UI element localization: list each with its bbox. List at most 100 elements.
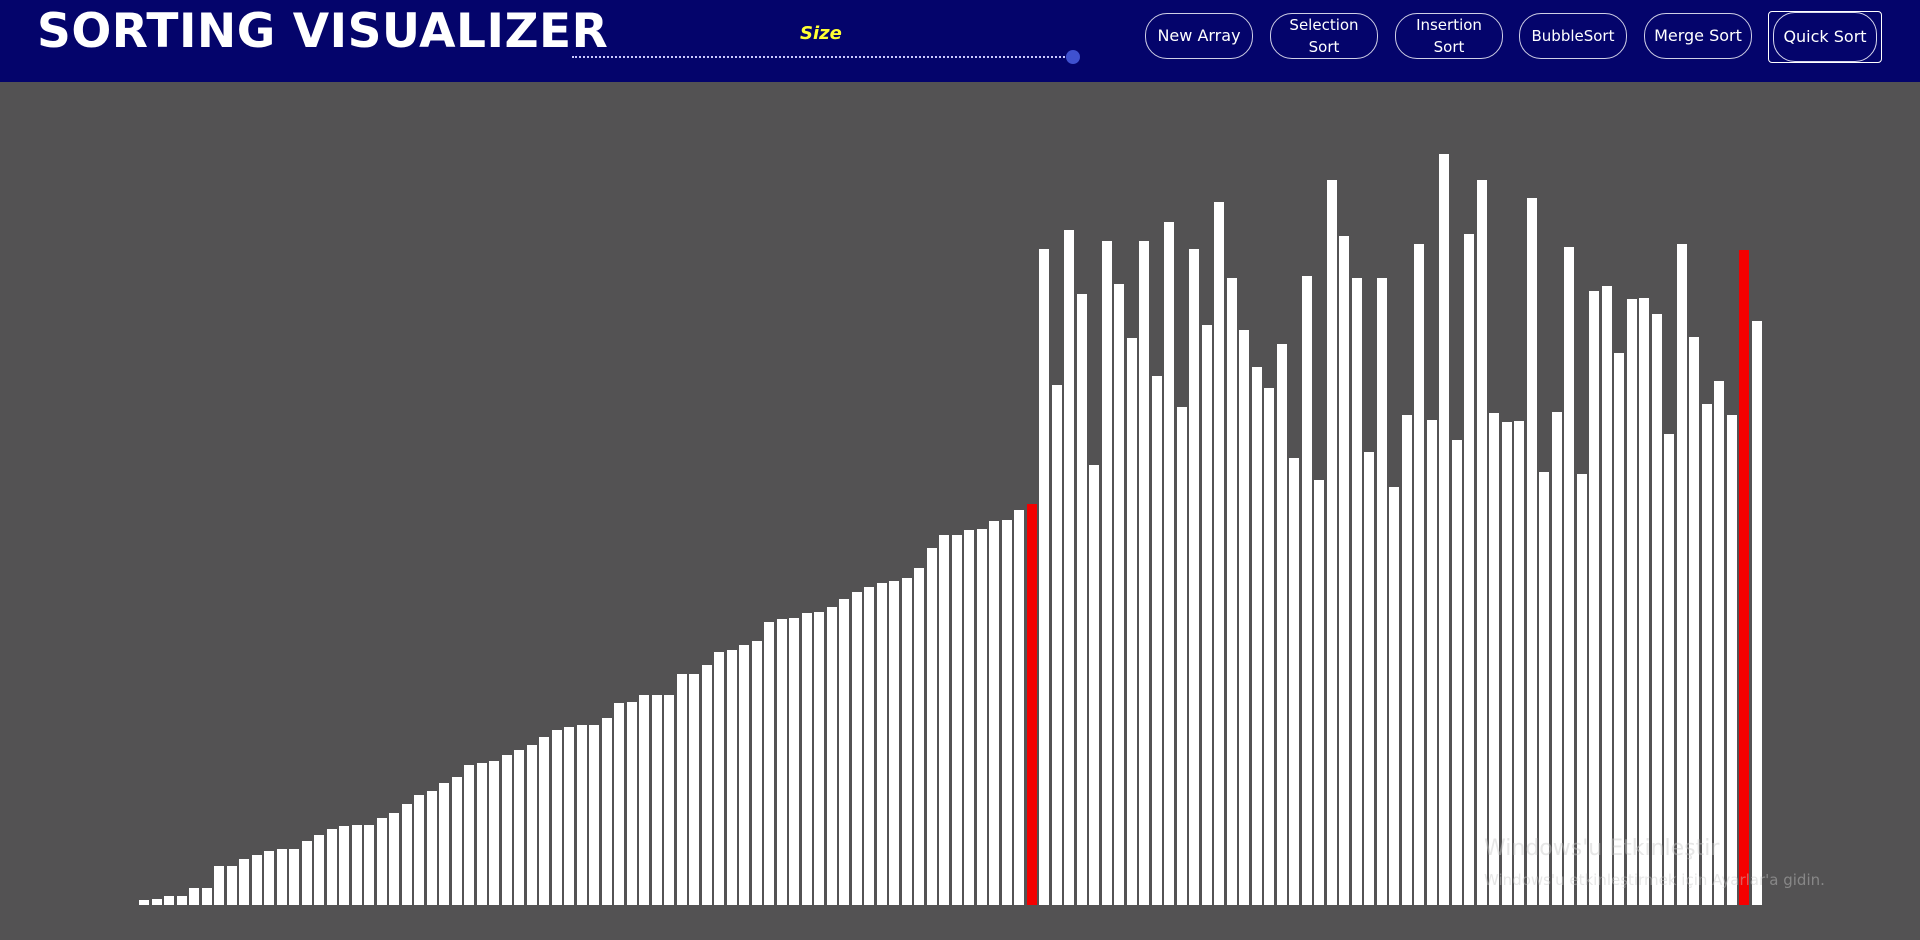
array-bar	[939, 535, 949, 905]
array-bar	[1714, 381, 1724, 905]
array-bar	[389, 813, 399, 905]
array-bar	[776, 619, 787, 905]
array-bar	[1076, 294, 1087, 905]
array-bar	[726, 650, 737, 905]
array-bar	[1214, 202, 1224, 905]
size-slider-label: Size	[800, 23, 842, 44]
array-bar	[1601, 286, 1612, 905]
array-bar	[301, 841, 312, 905]
array-bar	[989, 521, 999, 905]
array-bar	[764, 622, 774, 905]
size-slider-thumb[interactable]	[1066, 50, 1080, 64]
array-bar	[1676, 244, 1687, 905]
array-bar	[476, 763, 487, 905]
array-bar	[1614, 353, 1624, 905]
array-bar	[889, 581, 899, 905]
array-bar	[664, 695, 674, 905]
array-bar	[426, 791, 437, 905]
array-bar	[1351, 278, 1362, 905]
array-bar	[1114, 284, 1124, 905]
array-bar	[614, 703, 624, 905]
size-slider-track[interactable]	[572, 56, 1072, 58]
bubble-sort-button[interactable]: BubbleSort	[1519, 13, 1627, 59]
array-bar-active	[1739, 250, 1749, 905]
array-bar	[351, 825, 362, 905]
array-bar	[876, 583, 887, 905]
array-bar	[1264, 388, 1274, 905]
array-bar	[864, 587, 874, 905]
array-bars-canvas	[0, 82, 1920, 940]
array-bar	[926, 548, 937, 905]
array-bar	[489, 761, 499, 905]
array-bar	[376, 818, 387, 905]
array-bar	[1564, 247, 1574, 905]
array-bar	[1176, 407, 1187, 905]
array-bar	[1201, 325, 1212, 905]
array-bar	[1189, 249, 1199, 905]
array-bar	[439, 783, 449, 905]
array-bar	[651, 695, 662, 905]
array-bar	[401, 804, 412, 905]
array-bar	[201, 888, 212, 905]
array-bar	[1101, 241, 1112, 905]
array-bar	[564, 727, 574, 905]
array-bar	[626, 702, 637, 905]
array-bar	[276, 849, 287, 905]
array-bar	[264, 851, 274, 905]
array-bar	[1401, 415, 1412, 905]
array-bar	[801, 613, 812, 905]
array-bar	[1301, 276, 1312, 905]
array-bar	[1489, 413, 1499, 905]
array-bar	[501, 755, 512, 905]
array-bar	[1226, 278, 1237, 905]
windows-activation-watermark-title: Windows'u Etkinleştir	[1484, 836, 1720, 861]
array-bar	[1639, 298, 1649, 905]
array-bar	[289, 849, 299, 905]
array-bar	[826, 607, 837, 905]
array-bar	[601, 718, 612, 905]
array-bar	[1501, 422, 1512, 905]
array-bar	[239, 859, 249, 905]
array-bar	[901, 578, 912, 905]
array-bar	[1526, 198, 1537, 905]
array-bar	[1314, 480, 1324, 905]
array-bar	[214, 866, 224, 905]
array-bar	[1651, 314, 1662, 905]
quick-sort-button[interactable]: Quick Sort	[1768, 11, 1882, 63]
array-bar	[789, 618, 799, 905]
array-bar	[639, 695, 649, 905]
array-bar	[1476, 180, 1487, 905]
array-bar	[739, 645, 749, 905]
selection-sort-button[interactable]: Selection Sort	[1270, 13, 1378, 59]
array-bar	[1251, 367, 1262, 905]
array-bar	[589, 725, 599, 905]
array-bar	[914, 568, 924, 905]
array-bar	[1701, 404, 1712, 905]
array-bar	[689, 674, 699, 905]
new-array-button[interactable]: New Array	[1145, 13, 1253, 59]
array-bar	[1064, 230, 1074, 905]
array-bar	[314, 835, 324, 905]
array-bar	[526, 745, 537, 905]
windows-activation-watermark-subtitle: Windows'u etkinleştirmek için Ayarlar'a …	[1484, 871, 1825, 889]
array-bar	[414, 795, 424, 905]
array-bar	[1576, 474, 1587, 905]
merge-sort-button[interactable]: Merge Sort	[1644, 13, 1752, 59]
array-bar	[1726, 415, 1737, 905]
array-bar	[1426, 420, 1437, 905]
array-bar	[1464, 234, 1474, 905]
array-bar	[1051, 385, 1062, 905]
array-bar	[576, 725, 587, 905]
quick-sort-button-label: Quick Sort	[1773, 12, 1877, 62]
insertion-sort-button[interactable]: Insertion Sort	[1395, 13, 1503, 59]
array-bar	[1751, 321, 1762, 905]
array-bar	[139, 900, 149, 905]
array-bar	[1364, 452, 1374, 905]
array-bar	[164, 896, 174, 905]
array-bar	[851, 592, 862, 905]
array-bar	[1339, 236, 1349, 905]
array-bar	[176, 896, 187, 905]
array-bar-active	[1026, 504, 1037, 905]
array-bar	[189, 888, 199, 905]
array-bar	[976, 529, 987, 905]
